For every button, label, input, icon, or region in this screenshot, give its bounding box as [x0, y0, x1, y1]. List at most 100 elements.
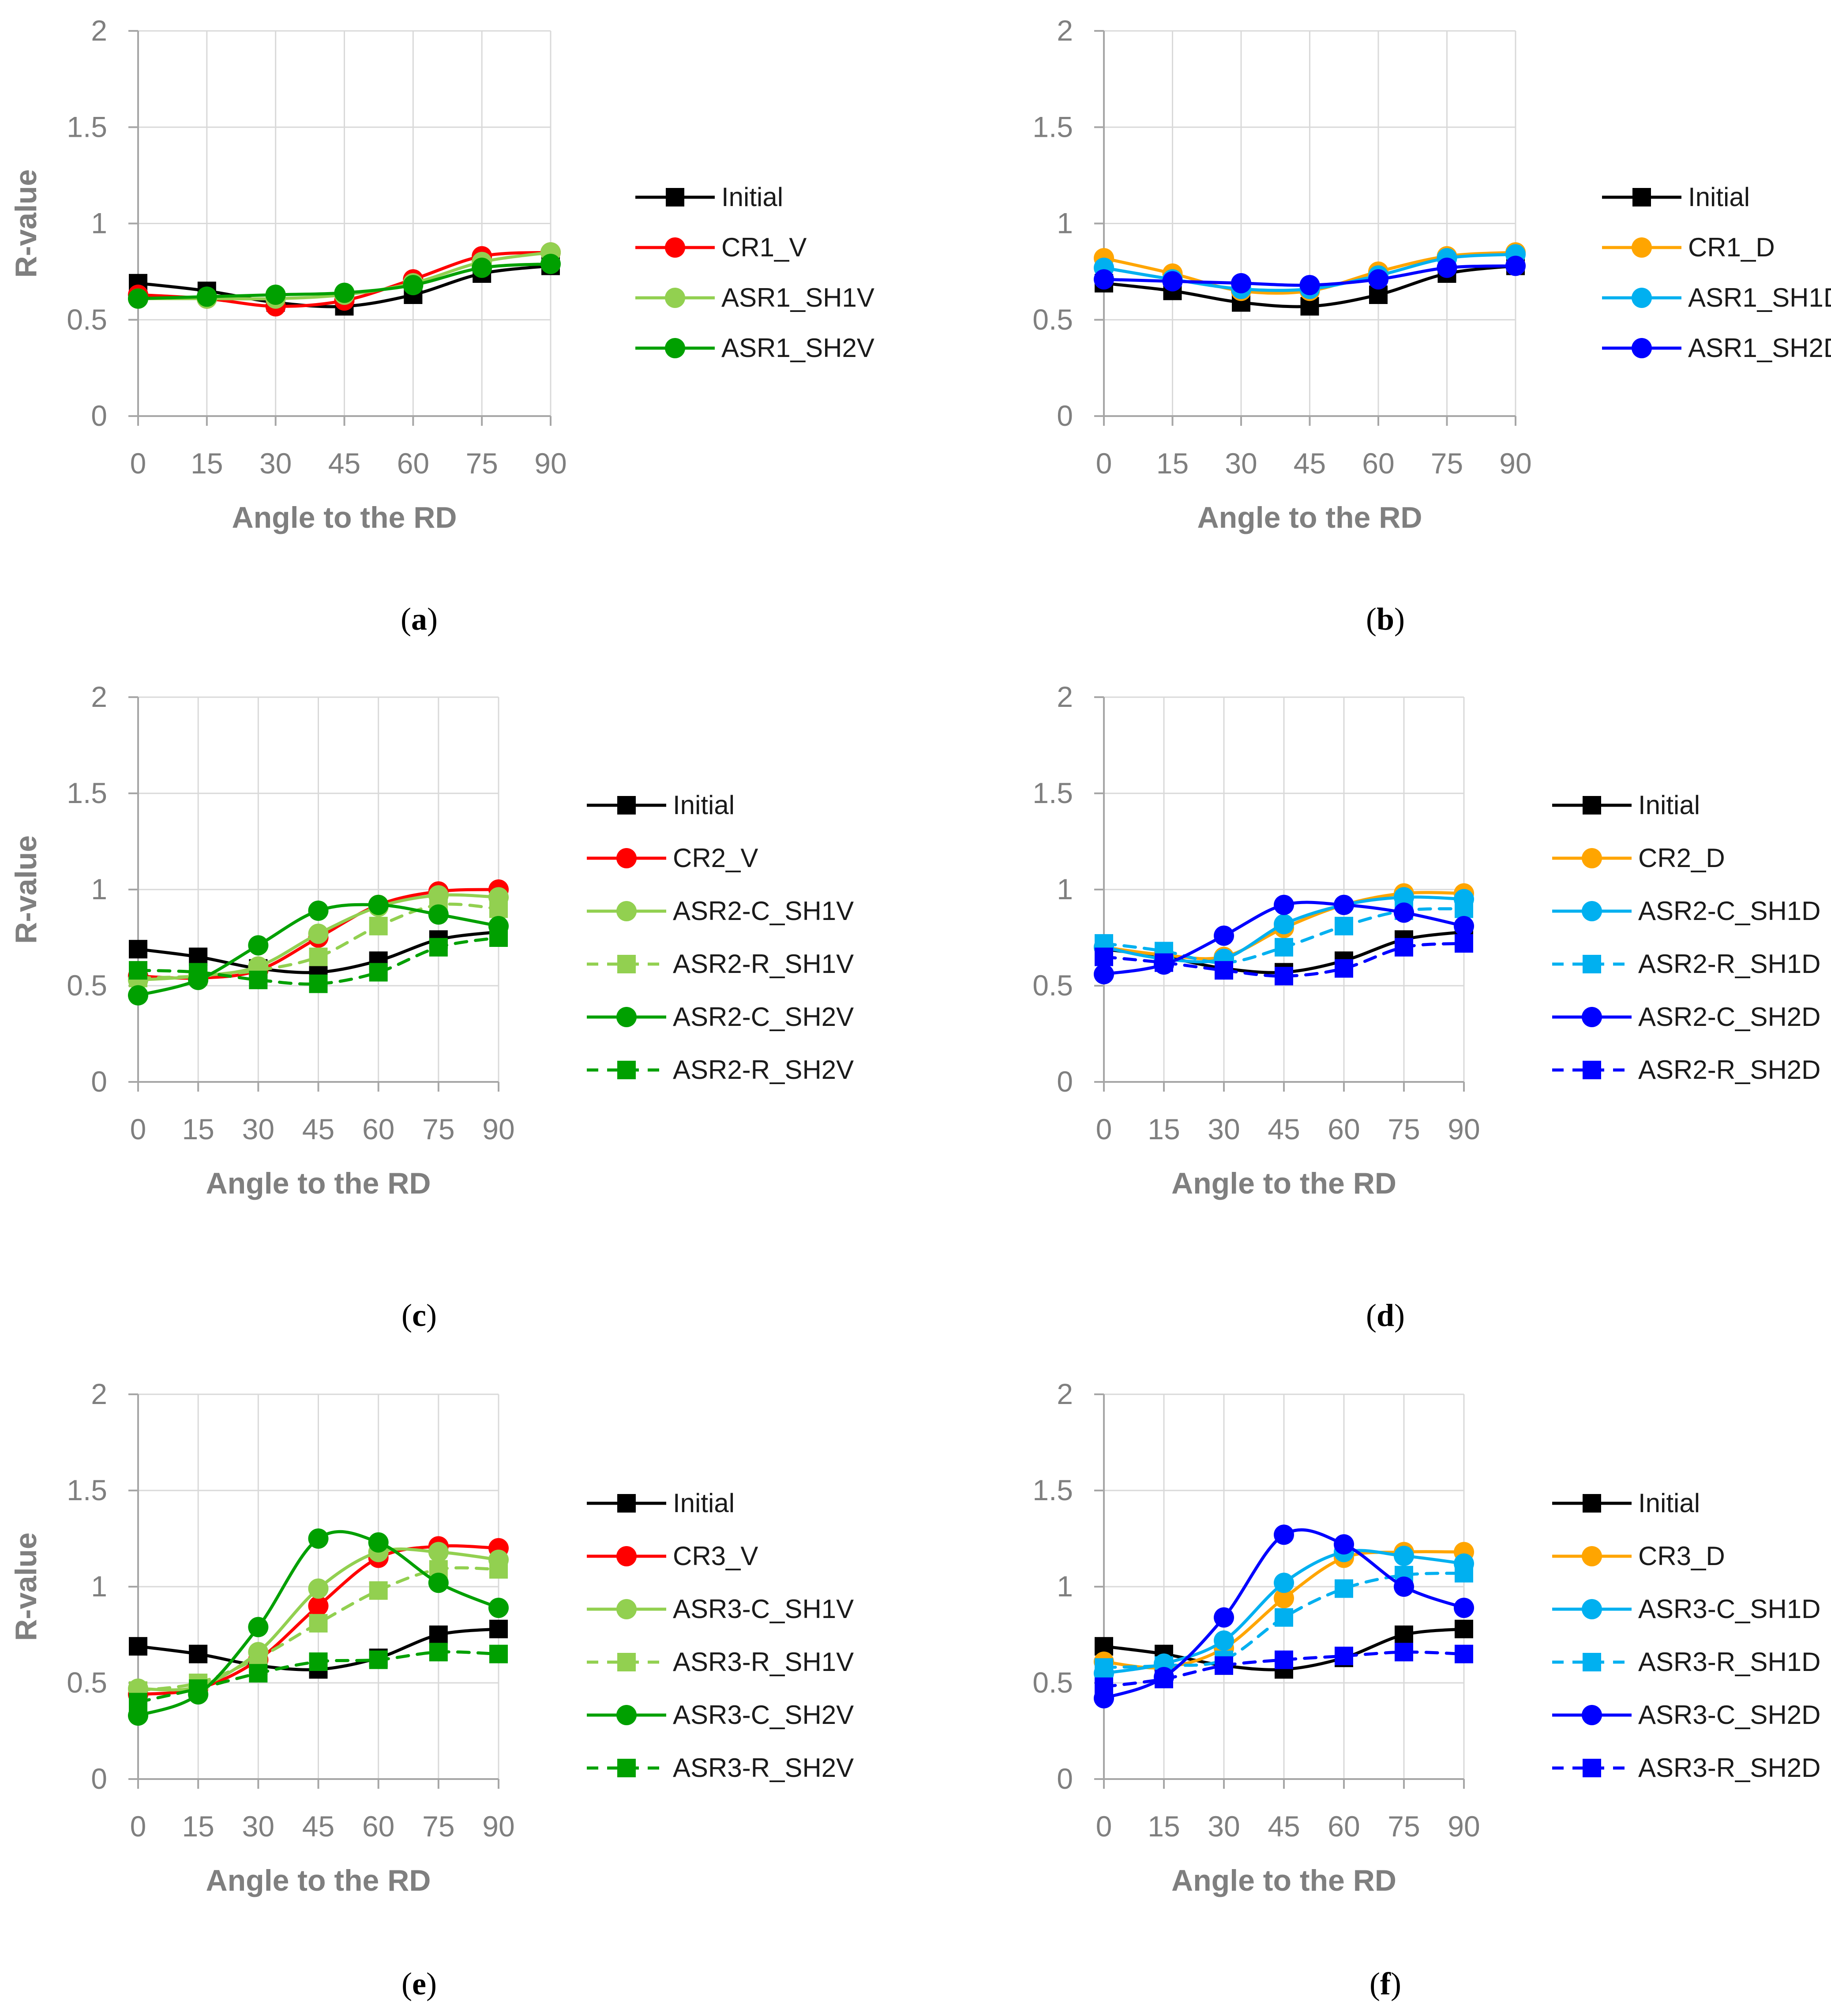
- legend-label: CR2_D: [1638, 843, 1725, 873]
- data-point-square: [1395, 1626, 1413, 1644]
- data-point-square: [489, 899, 508, 918]
- y-tick-label: 1: [1057, 1570, 1073, 1603]
- x-tick-label: 15: [1148, 1810, 1180, 1843]
- y-tick-label: 1: [1057, 873, 1073, 905]
- x-axis-title: Angle to the RD: [1171, 1864, 1396, 1897]
- data-point-circle: [308, 900, 329, 921]
- x-tick-label: 15: [182, 1810, 214, 1843]
- panel-f: 0 0.5 1 1.5 2 0 15 30 45 60 75 90 Angle to the RD R-v…: [9, 1378, 1820, 2001]
- x-tick-label: 15: [1148, 1113, 1180, 1145]
- y-axis-title: R-value: [9, 1532, 43, 1641]
- legend-item: Initial: [587, 1488, 735, 1518]
- x-tick-label: 75: [422, 1810, 454, 1843]
- data-point-circle: [1454, 1597, 1474, 1618]
- legend-label: ASR1_SH2D: [1688, 333, 1831, 363]
- data-point-circle: [196, 286, 217, 307]
- legend-item: ASR3-R_SH1D: [1552, 1647, 1820, 1677]
- data-point-circle: [1299, 275, 1320, 296]
- x-axis-title: Angle to the RD: [1171, 1167, 1396, 1200]
- legend-label: ASR3-R_SH1V: [673, 1647, 854, 1677]
- panel-label: (a): [401, 601, 438, 637]
- x-tick-label: 0: [130, 1113, 146, 1145]
- data-point-circle: [308, 1578, 329, 1599]
- legend-marker-square: [1632, 188, 1651, 206]
- panel-d: 0 0.5 1 1.5 2 0 15 30 45 60 75 90 Angle to the RD R-v…: [9, 680, 1820, 1333]
- panel-label-part: ): [427, 601, 438, 637]
- legend-label: ASR3-R_SH2V: [673, 1753, 854, 1783]
- data-point-square: [429, 938, 448, 957]
- data-point-circle: [128, 985, 148, 1006]
- y-axis-title: R-value: [9, 169, 43, 278]
- y-tick-label: 1.5: [1032, 110, 1073, 143]
- x-tick-label: 75: [1431, 447, 1463, 480]
- panel-label-part: (: [401, 1966, 412, 2001]
- data-point-square: [129, 961, 147, 980]
- data-point-square: [129, 1637, 147, 1656]
- data-point-circle: [1274, 1524, 1294, 1545]
- x-tick-label: 45: [1268, 1810, 1300, 1843]
- y-tick-label: 1: [1057, 207, 1073, 240]
- data-point-circle: [265, 285, 286, 305]
- x-tick-label: 30: [1225, 447, 1257, 480]
- panel-label: (c): [401, 1298, 437, 1333]
- x-tick-label: 15: [1156, 447, 1189, 480]
- y-tick-label: 2: [1057, 14, 1073, 47]
- data-point-square: [1155, 953, 1173, 972]
- y-tick-label: 0.5: [67, 969, 107, 1002]
- panel-label-part: (: [401, 1298, 412, 1333]
- x-tick-label: 0: [1096, 1810, 1112, 1843]
- legend-item: CR2_D: [1552, 843, 1725, 873]
- data-point-circle: [1274, 1573, 1294, 1593]
- x-tick-label: 60: [362, 1810, 394, 1843]
- data-point-circle: [1094, 964, 1114, 984]
- data-point-square: [489, 1619, 508, 1638]
- data-point-square: [1215, 961, 1233, 980]
- y-tick-label: 0.5: [1032, 969, 1073, 1002]
- data-point-square: [189, 1644, 208, 1663]
- legend-marker-circle: [616, 1599, 637, 1619]
- legend-item: CR3_V: [587, 1541, 758, 1571]
- panel-label-part: (: [1369, 1966, 1380, 2001]
- x-tick-label: 75: [465, 447, 498, 480]
- panel-label: (e): [401, 1966, 437, 2001]
- data-point-circle: [368, 1532, 389, 1553]
- y-axis-title: R-value: [9, 835, 43, 944]
- data-point-circle: [308, 1596, 329, 1616]
- x-tick-label: 90: [1499, 447, 1531, 480]
- y-tick-label: 0.5: [1032, 303, 1073, 336]
- legend-label: ASR1_SH1D: [1688, 283, 1831, 312]
- x-tick-label: 45: [1294, 447, 1326, 480]
- data-point-square: [1335, 1646, 1353, 1665]
- y-tick-label: 1.5: [1032, 1474, 1073, 1506]
- data-point-circle: [1394, 1577, 1414, 1597]
- x-tick-label: 90: [1448, 1810, 1480, 1843]
- panel-a: 0 0.5 1 1.5 2 0 15 30 45 60 75 90 Angle to the RD R-v…: [9, 14, 874, 637]
- x-tick-label: 90: [482, 1810, 514, 1843]
- data-point-circle: [1454, 916, 1474, 936]
- series-asr3-r-sh2d: [1095, 1643, 1473, 1696]
- y-tick-label: 0: [91, 1065, 107, 1098]
- data-point-square: [1155, 1670, 1173, 1689]
- legend-item: ASR3-C_SH1D: [1552, 1594, 1820, 1624]
- data-point-square: [1275, 1608, 1293, 1627]
- x-axis-title: Angle to the RD: [206, 1864, 431, 1897]
- legend-marker-square: [617, 1061, 636, 1079]
- legend-item: Initial: [1552, 790, 1700, 820]
- legend-item: ASR3-C_SH2V: [587, 1700, 854, 1730]
- legend: Initial CR1_V ASR1_SH1V ASR1_SH2V: [635, 182, 874, 363]
- panel-label: (f): [1369, 1966, 1401, 2001]
- panel-c: 0 0.5 1 1.5 2 0 15 30 45 60 75 90 Angle to the RD R-v…: [9, 680, 854, 1333]
- data-point-square: [1335, 1579, 1353, 1598]
- legend-marker-circle: [665, 237, 685, 258]
- y-tick-label: 1: [91, 873, 107, 905]
- data-point-circle: [1231, 273, 1251, 293]
- y-axis-title: R-value: [9, 1532, 43, 1641]
- data-point-circle: [128, 288, 148, 309]
- x-axis-title: Angle to the RD: [232, 501, 457, 534]
- legend-label: Initial: [721, 182, 783, 212]
- data-point-circle: [1334, 894, 1354, 915]
- data-point-square: [1455, 899, 1473, 918]
- legend-item: ASR3-C_SH2D: [1552, 1700, 1820, 1730]
- data-point-square: [1275, 938, 1293, 957]
- legend-marker-circle: [616, 901, 637, 921]
